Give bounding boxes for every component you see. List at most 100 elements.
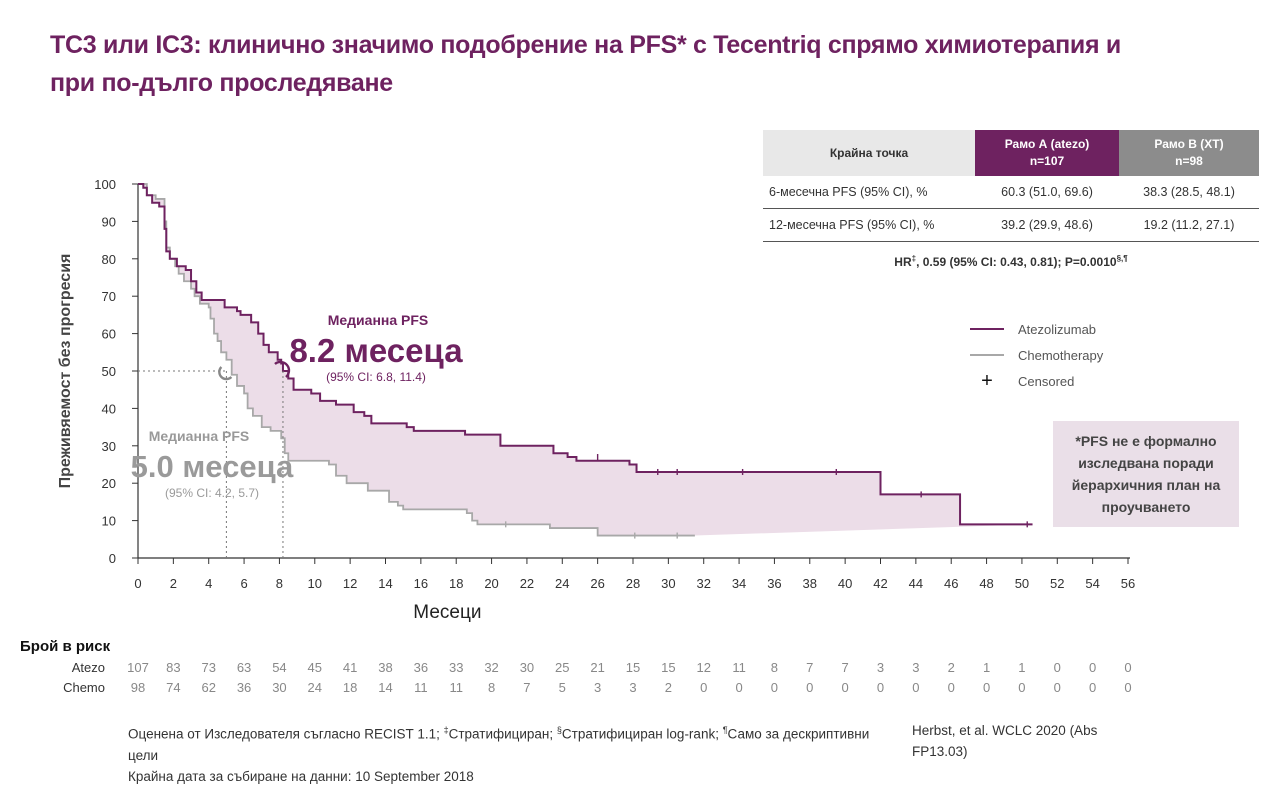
chemo-km-line	[138, 183, 695, 537]
endpoint-cell: 6-месечна PFS (95% CI), %	[763, 176, 975, 209]
x-tick-label: 20	[484, 576, 498, 591]
risk-count: 3	[594, 680, 602, 695]
x-tick-label: 32	[696, 576, 710, 591]
median-chemo-value: 5.0 месеца	[131, 449, 294, 484]
x-tick-label: 54	[1085, 576, 1099, 591]
x-tick-label: 6	[240, 576, 247, 591]
x-tick-label: 50	[1015, 576, 1029, 591]
risk-count: 98	[130, 680, 146, 695]
median-atezo-marker	[274, 360, 291, 378]
risk-count: 3	[912, 660, 920, 675]
risk-count: 24	[307, 680, 323, 695]
arm-a-cell: 39.2 (29.9, 48.6)	[975, 208, 1119, 242]
page-title: ТС3 или IC3: клинично значимо подобрение…	[50, 31, 1121, 97]
risk-count: 107	[127, 660, 149, 675]
risk-count: 38	[378, 660, 393, 675]
x-tick-label: 56	[1121, 576, 1135, 591]
risk-count: 11	[449, 680, 463, 695]
risk-count: 0	[876, 680, 885, 695]
reference: Herbst, et al. WCLC 2020 (Abs FP13.03)	[912, 723, 1098, 759]
risk-count: 41	[342, 660, 358, 675]
risk-count: 0	[1124, 660, 1132, 675]
risk-count: 15	[661, 660, 676, 675]
legend-item-chemo: Chemotherapy	[970, 342, 1103, 368]
x-tick-label: 10	[308, 576, 322, 591]
y-tick-label: 60	[102, 327, 116, 342]
risk-count: 32	[484, 660, 499, 675]
legend-item-atezo: Atezolizumab	[970, 316, 1103, 342]
x-tick-label: 4	[205, 576, 212, 591]
col-arm-a-header: Рамо А (atezo) n=107	[975, 130, 1119, 176]
atezo-km-line	[138, 183, 1033, 526]
x-tick-label: 38	[803, 576, 817, 591]
risk-count: 0	[912, 680, 920, 695]
y-tick-label: 0	[109, 551, 116, 566]
legend: Atezolizumab Chemotherapy + Censored	[970, 316, 1103, 394]
risk-count: 0	[1089, 660, 1097, 675]
risk-count: 14	[378, 680, 393, 695]
median-atezo-value: 8.2 месеца	[289, 332, 463, 369]
risk-count: 7	[806, 660, 814, 675]
risk-label-chemo: Chemo	[63, 680, 105, 695]
risk-count: 36	[413, 660, 429, 675]
risk-count: 54	[272, 660, 287, 675]
x-axis-label: Месеци	[413, 602, 481, 623]
x-tick-label: 26	[590, 576, 604, 591]
risk-count: 0	[1053, 680, 1061, 695]
risk-count: 18	[342, 680, 358, 695]
risk-count: 0	[1018, 680, 1026, 695]
risk-count: 0	[770, 680, 779, 695]
median-chemo-marker	[218, 366, 233, 381]
risk-count: 0	[1053, 660, 1061, 675]
y-tick-label: 10	[102, 514, 116, 529]
x-tick-label: 2	[170, 576, 177, 591]
atezo-line-swatch	[970, 328, 1004, 330]
y-tick-label: 30	[102, 439, 116, 454]
endpoint-cell: 12-месечна PFS (95% CI), %	[763, 208, 975, 242]
x-tick-label: 36	[767, 576, 781, 591]
risk-table-title: Брой в риск	[20, 638, 111, 655]
x-tick-label: 52	[1050, 576, 1064, 591]
risk-count: 33	[448, 660, 464, 675]
y-tick-label: 80	[102, 252, 116, 267]
risk-count: 62	[201, 680, 216, 695]
x-tick-label: 40	[838, 576, 852, 591]
risk-count: 15	[625, 660, 641, 675]
y-tick-label: 90	[102, 214, 116, 229]
x-tick-label: 22	[520, 576, 534, 591]
risk-count: 11	[732, 660, 746, 675]
hazard-ratio: HR‡, 0.59 (95% CI: 0.43, 0.81); P=0.0010…	[894, 254, 1128, 269]
y-tick-label: 70	[102, 289, 116, 304]
risk-count: 0	[1124, 680, 1132, 695]
median-atezo-ci: (95% CI: 6.8, 11.4)	[326, 370, 426, 384]
risk-count: 45	[307, 660, 323, 675]
y-tick-label: 50	[102, 364, 116, 379]
pfs-difference-band	[138, 184, 1033, 536]
table-row: 6-месечна PFS (95% CI), % 60.3 (51.0, 69…	[763, 176, 1259, 209]
risk-count: 0	[1089, 680, 1097, 695]
footnote-text: Оценена от Изследователя съгласно RECIST…	[128, 725, 870, 784]
table-row: 12-месечна PFS (95% CI), % 39.2 (29.9, 4…	[763, 208, 1259, 242]
y-tick-label: 40	[102, 401, 116, 416]
arm-b-cell: 38.3 (28.5, 48.1)	[1119, 176, 1259, 209]
x-tick-label: 18	[449, 576, 463, 591]
risk-count: 2	[664, 680, 672, 695]
risk-count: 30	[519, 660, 535, 675]
risk-count: 11	[414, 680, 428, 695]
risk-count: 73	[201, 660, 216, 675]
x-tick-label: 12	[343, 576, 357, 591]
median-chemo-ci: (95% CI: 4.2, 5.7)	[165, 486, 259, 500]
footnote-box: *PFS не е формално изследвана поради йер…	[1053, 421, 1239, 527]
median-atezo-label: Медианна PFS	[328, 312, 429, 328]
x-tick-label: 28	[626, 576, 640, 591]
x-tick-label: 46	[944, 576, 958, 591]
x-tick-label: 34	[732, 576, 746, 591]
x-tick-label: 24	[555, 576, 569, 591]
arm-a-cell: 60.3 (51.0, 69.6)	[975, 176, 1119, 209]
x-tick-label: 44	[909, 576, 923, 591]
col-arm-b-header: Рамо В (ХТ) n=98	[1119, 130, 1259, 176]
legend-item-censored: + Censored	[970, 368, 1103, 394]
risk-count: 30	[272, 680, 287, 695]
risk-count: 0	[700, 680, 708, 695]
